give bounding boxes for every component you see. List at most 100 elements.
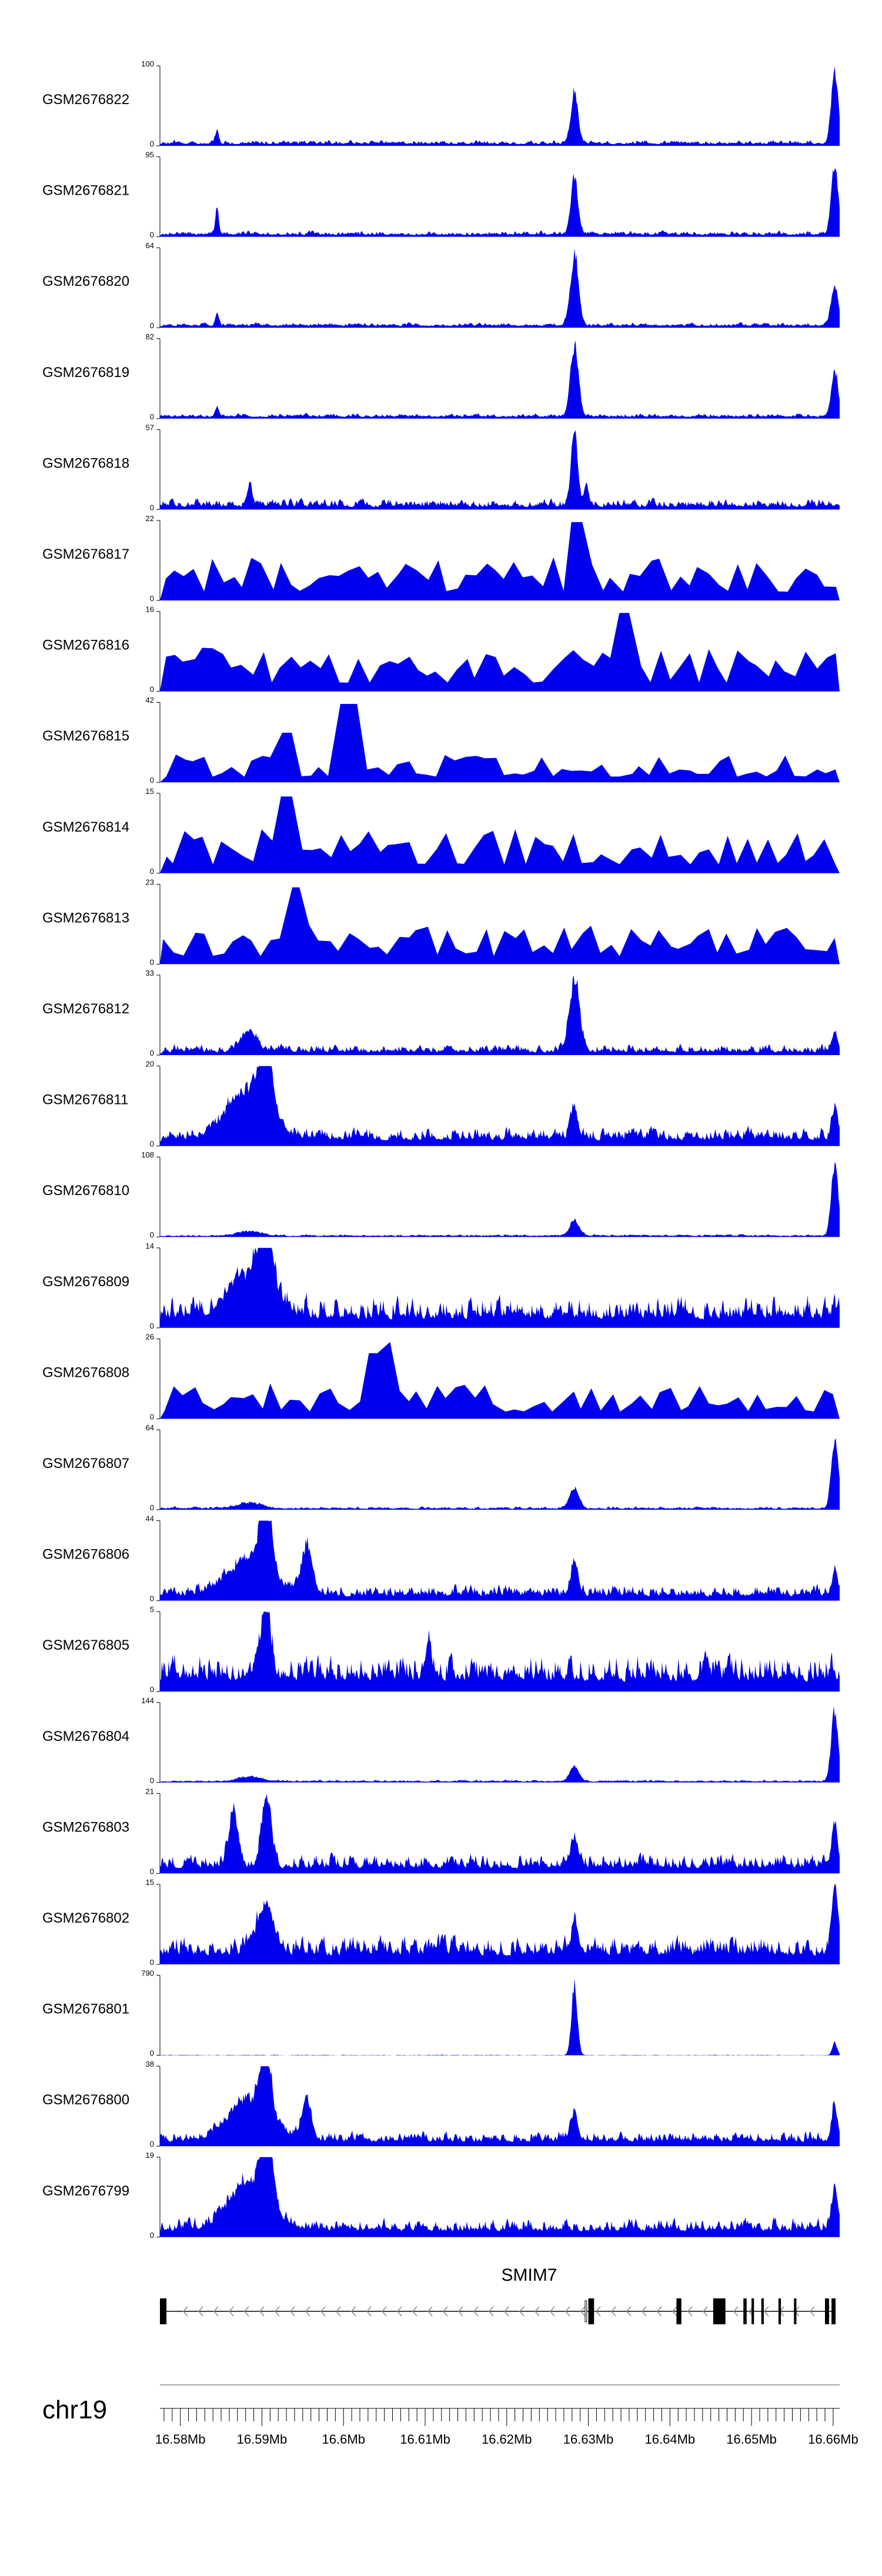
strand-arrow xyxy=(672,2306,677,2317)
strand-arrow xyxy=(382,2306,387,2317)
y-max-label: 38 xyxy=(146,2060,154,2068)
y-max-label: 15 xyxy=(146,1878,154,1887)
strand-arrow xyxy=(290,2306,295,2317)
track-GSM2676820: GSM2676820 64 0 xyxy=(42,241,840,330)
track-GSM2676803: GSM2676803 21 0 xyxy=(42,1787,840,1876)
y-min-label: 0 xyxy=(150,2140,154,2148)
y-min-label: 0 xyxy=(150,503,154,512)
gene-track: SMIM7 xyxy=(160,2265,836,2324)
strand-arrow xyxy=(611,2306,616,2317)
x-tick-label: 16.58Mb xyxy=(155,2432,206,2447)
genomic-axis: chr19 16.58Mb 16.59Mb 16.6Mb 16.61Mb 16.62Mb… xyxy=(42,2384,858,2447)
coverage-area xyxy=(160,340,840,419)
coverage-area xyxy=(160,1438,840,1510)
track-GSM2676817: GSM2676817 22 0 xyxy=(42,514,840,603)
gene-exon xyxy=(831,2298,836,2324)
y-min-label: 0 xyxy=(150,594,154,603)
strand-arrow xyxy=(764,2306,769,2317)
y-max-label: 33 xyxy=(146,969,154,977)
coverage-area xyxy=(160,1066,840,1146)
coverage-area xyxy=(160,2066,840,2147)
coverage-area xyxy=(160,613,840,692)
track-GSM2676821: GSM2676821 95 0 xyxy=(42,151,840,239)
track-label: GSM2676802 xyxy=(42,1910,129,1926)
x-tick-label: 16.61Mb xyxy=(400,2432,450,2447)
y-max-label: 14 xyxy=(146,1242,154,1250)
strand-arrow xyxy=(687,2306,693,2317)
track-GSM2676809: GSM2676809 14 0 xyxy=(42,1242,840,1330)
strand-arrow xyxy=(626,2306,632,2317)
track-GSM2676822: GSM2676822 100 0 xyxy=(42,59,840,148)
y-max-label: 108 xyxy=(141,1150,154,1159)
track-GSM2676815: GSM2676815 42 0 xyxy=(42,696,840,785)
y-min-label: 0 xyxy=(150,1594,154,1603)
track-GSM2676807: GSM2676807 64 0 xyxy=(42,1423,840,1512)
y-min-label: 0 xyxy=(150,2231,154,2240)
y-min-label: 0 xyxy=(150,867,154,876)
coverage-area xyxy=(160,1611,840,1692)
y-max-label: 95 xyxy=(146,151,154,159)
strand-arrow xyxy=(336,2306,341,2317)
y-min-label: 0 xyxy=(150,1049,154,1057)
x-tick-label: 16.64Mb xyxy=(645,2432,696,2447)
y-max-label: 144 xyxy=(141,1696,154,1705)
track-label: GSM2676807 xyxy=(42,1456,129,1471)
coverage-area xyxy=(160,2157,840,2237)
coverage-area xyxy=(160,430,840,510)
gene-exon xyxy=(825,2298,829,2324)
track-GSM2676804: GSM2676804 144 0 xyxy=(42,1696,840,1785)
y-min-label: 0 xyxy=(150,1867,154,1876)
y-min-label: 0 xyxy=(150,957,154,966)
track-label: GSM2676800 xyxy=(42,2092,129,2108)
y-max-label: 15 xyxy=(146,787,154,796)
track-label: GSM2676815 xyxy=(42,728,129,744)
y-min-label: 0 xyxy=(150,1685,154,1694)
gene-exon xyxy=(778,2298,781,2324)
strand-arrow xyxy=(489,2306,494,2317)
track-label: GSM2676803 xyxy=(42,1819,129,1835)
coverage-area xyxy=(160,1162,840,1237)
y-max-label: 82 xyxy=(146,332,154,341)
coverage-area xyxy=(160,1520,840,1601)
coverage-area xyxy=(160,1342,840,1419)
coverage-area xyxy=(160,1884,840,1964)
x-tick-label: 16.66Mb xyxy=(808,2432,858,2447)
track-label: GSM2676809 xyxy=(42,1274,129,1290)
coverage-area xyxy=(160,1978,840,2056)
gene-exon xyxy=(676,2298,681,2324)
track-GSM2676819: GSM2676819 82 0 xyxy=(42,332,840,421)
coverage-area xyxy=(160,887,840,965)
strand-arrow xyxy=(458,2306,463,2317)
y-min-label: 0 xyxy=(150,2049,154,2058)
y-min-label: 0 xyxy=(150,1958,154,1967)
y-min-label: 0 xyxy=(150,1322,154,1330)
track-GSM2676801: GSM2676801 790 0 xyxy=(42,1969,840,2058)
track-GSM2676812: GSM2676812 33 0 xyxy=(42,969,840,1057)
x-tick-label: 16.63Mb xyxy=(563,2432,614,2447)
strand-arrow xyxy=(519,2306,524,2317)
track-label: GSM2676805 xyxy=(42,1637,129,1653)
coverage-tracks: GSM2676822 100 0 GSM2676821 95 0 GSM2676820 64 0… xyxy=(42,59,840,2240)
y-max-label: 790 xyxy=(141,1969,154,1978)
track-GSM2676813: GSM2676813 23 0 xyxy=(42,877,840,966)
track-label: GSM2676813 xyxy=(42,910,129,926)
track-GSM2676811: GSM2676811 20 0 xyxy=(42,1060,840,1149)
y-min-label: 0 xyxy=(150,776,154,785)
track-label: GSM2676819 xyxy=(42,365,129,381)
strand-arrow xyxy=(504,2306,509,2317)
strand-arrow xyxy=(657,2306,662,2317)
coverage-area xyxy=(160,248,840,328)
y-max-label: 44 xyxy=(146,1514,154,1523)
strand-arrow xyxy=(473,2306,479,2317)
track-label: GSM2676822 xyxy=(42,92,129,108)
y-max-label: 16 xyxy=(146,605,154,614)
coverage-area xyxy=(160,1247,840,1328)
strand-arrow xyxy=(733,2306,739,2317)
y-max-label: 64 xyxy=(146,1423,154,1432)
track-GSM2676805: GSM2676805 5 0 xyxy=(42,1605,840,1694)
track-label: GSM2676818 xyxy=(42,455,129,471)
coverage-area xyxy=(160,66,840,146)
strand-arrow xyxy=(443,2306,448,2317)
track-GSM2676818: GSM2676818 57 0 xyxy=(42,423,840,512)
